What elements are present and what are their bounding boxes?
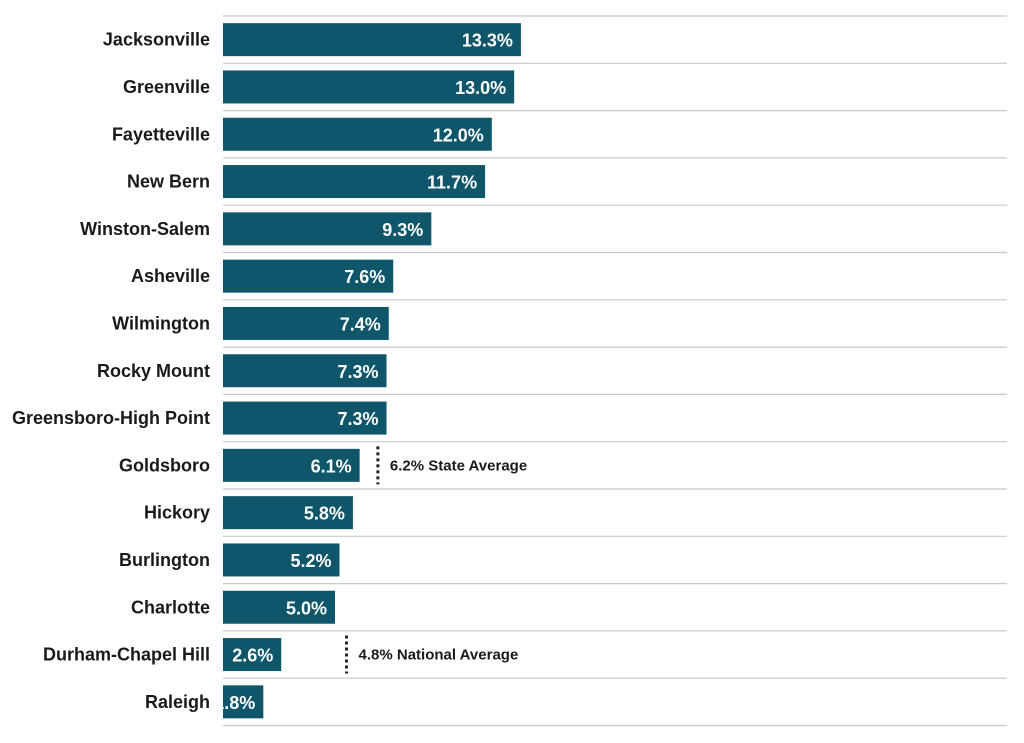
category-label: Asheville xyxy=(131,266,210,286)
bar xyxy=(223,496,353,530)
category-label: Winston-Salem xyxy=(80,219,210,239)
category-label: Charlotte xyxy=(131,597,210,617)
bar xyxy=(223,590,335,624)
category-label: New Bern xyxy=(127,172,210,192)
value-label: 11.7% xyxy=(427,173,477,193)
bar xyxy=(223,685,264,719)
bar xyxy=(223,117,492,151)
category-label: Raleigh xyxy=(145,692,210,712)
value-label: 6.1% xyxy=(311,456,352,476)
bar xyxy=(223,306,389,340)
category-label: Greensboro-High Point xyxy=(12,408,210,428)
bar xyxy=(223,23,521,57)
bar xyxy=(223,259,394,293)
bar xyxy=(223,70,515,104)
value-label: 2.6% xyxy=(232,646,273,666)
reference-lines: 6.2% State Average 4.8% National Average xyxy=(345,446,527,674)
value-label: 12.0% xyxy=(433,125,484,145)
category-label: Hickory xyxy=(144,503,210,523)
bar xyxy=(223,401,387,435)
reference-label: 6.2% State Average xyxy=(390,457,527,474)
category-label: Durham-Chapel Hill xyxy=(43,645,210,665)
bar xyxy=(223,165,486,199)
category-label: Burlington xyxy=(119,550,210,570)
grid-lines xyxy=(223,15,1007,727)
bars: Jacksonville 13.3% Greenville 13.0% Fayettev… xyxy=(12,23,521,719)
category-label: Wilmington xyxy=(112,313,210,333)
value-label: 9.3% xyxy=(382,220,423,240)
category-label: Fayetteville xyxy=(112,124,210,144)
value-label: 5.2% xyxy=(290,551,331,571)
value-label: 7.3% xyxy=(337,409,378,429)
bar xyxy=(223,448,360,482)
bar xyxy=(223,543,340,577)
value-label: 1.8% xyxy=(214,693,255,713)
value-label: 7.3% xyxy=(337,362,378,382)
bar xyxy=(223,638,282,672)
value-label: 5.8% xyxy=(304,504,345,524)
value-label: 13.0% xyxy=(455,78,506,98)
bar xyxy=(223,354,387,388)
reference-label: 4.8% National Average xyxy=(359,647,519,664)
category-label: Rocky Mount xyxy=(97,361,210,381)
category-label: Jacksonville xyxy=(103,30,210,50)
value-label: 7.4% xyxy=(340,314,381,334)
category-label: Goldsboro xyxy=(119,455,210,475)
category-label: Greenville xyxy=(123,77,210,97)
bar xyxy=(223,212,432,246)
value-label: 5.0% xyxy=(286,598,327,618)
value-label: 13.3% xyxy=(462,31,513,51)
value-label: 7.6% xyxy=(344,267,385,287)
